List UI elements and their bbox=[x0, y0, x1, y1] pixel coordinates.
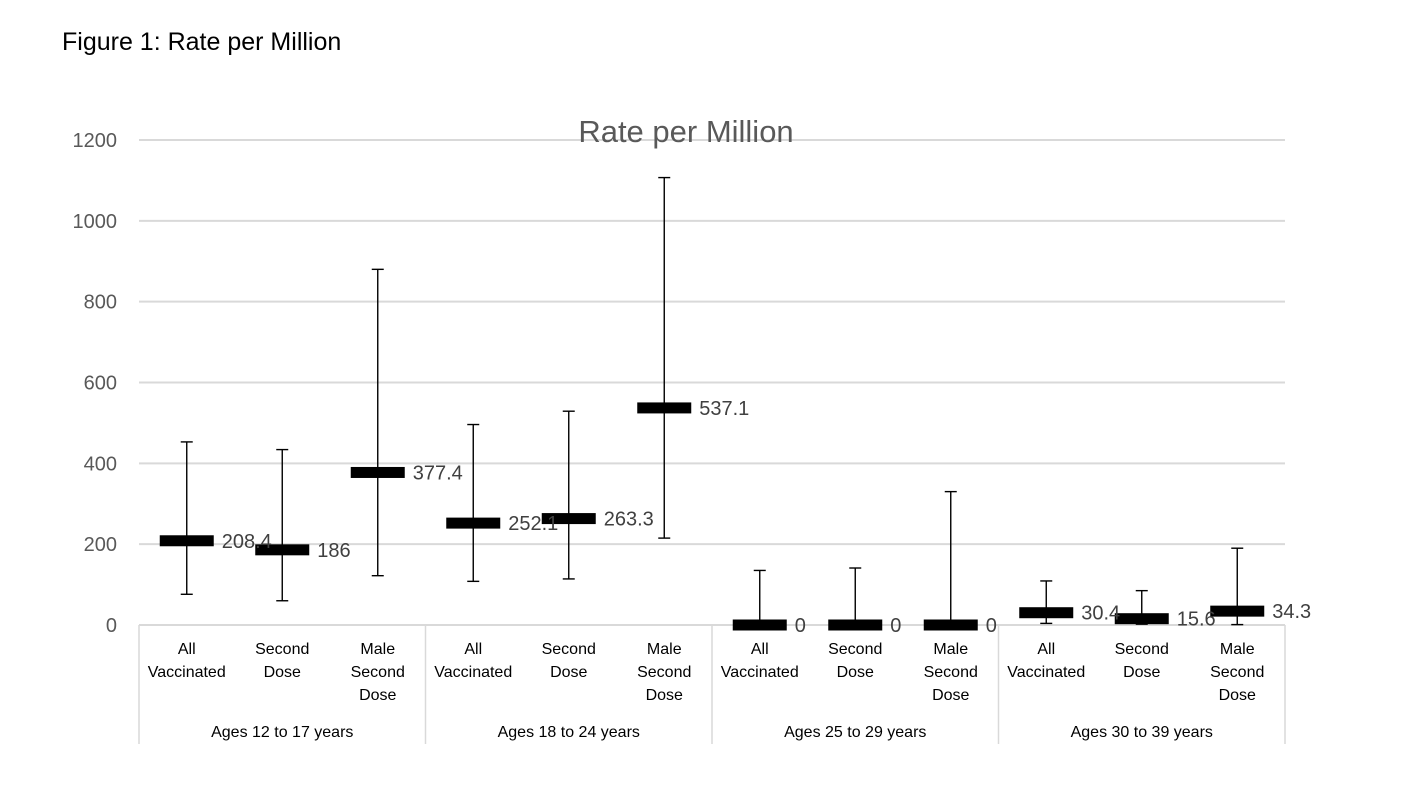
y-tick-label: 1200 bbox=[73, 130, 118, 152]
data-label: 263.3 bbox=[604, 509, 654, 531]
category-label: Second Dose bbox=[1115, 641, 1169, 681]
data-marker bbox=[350, 466, 405, 478]
group-label: Ages 30 to 39 years bbox=[1071, 724, 1213, 741]
y-tick-label: 600 bbox=[84, 373, 117, 395]
data-label: 34.3 bbox=[1272, 601, 1311, 623]
category-label: Second Dose bbox=[542, 641, 596, 681]
group-labels: Ages 12 to 17 years Ages 18 to 24 years Ag… bbox=[211, 724, 1213, 741]
data-marker bbox=[159, 535, 214, 547]
data-label: 377.4 bbox=[413, 462, 463, 484]
data-label: 15.6 bbox=[1177, 609, 1216, 631]
category-label: Male Second Dose bbox=[351, 641, 405, 704]
data-marker bbox=[1114, 613, 1169, 625]
data-label: 0 bbox=[986, 615, 997, 637]
category-labels: All Vaccinated Second Dose Male Second Dose All… bbox=[148, 641, 1265, 704]
y-tick-label: 800 bbox=[84, 292, 117, 314]
data-marker bbox=[255, 544, 310, 556]
data-label: 30.4 bbox=[1081, 603, 1120, 625]
data-label: 186 bbox=[317, 540, 350, 562]
data-label: 0 bbox=[795, 615, 806, 637]
data-marker bbox=[446, 517, 501, 529]
data-marker bbox=[1210, 605, 1265, 617]
chart-title: Rate per Million bbox=[578, 114, 793, 149]
data-label: 537.1 bbox=[699, 398, 749, 420]
y-tick-label: 1000 bbox=[73, 211, 118, 233]
group-label: Ages 12 to 17 years bbox=[211, 724, 353, 741]
category-axis bbox=[138, 625, 1286, 744]
data-labels: 208.4 186 377.4 252.1 263.3 537.1 0 0 0 30.4 15.6 3… bbox=[222, 398, 1311, 637]
gridlines bbox=[139, 139, 1285, 626]
data-label: 0 bbox=[890, 615, 901, 637]
data-marker bbox=[637, 402, 692, 414]
data-label: 208.4 bbox=[222, 531, 272, 553]
group-label: Ages 18 to 24 years bbox=[498, 724, 640, 741]
category-label: All Vaccinated bbox=[148, 641, 226, 681]
category-label: All Vaccinated bbox=[721, 641, 799, 681]
data-label: 252.1 bbox=[508, 513, 558, 535]
category-label: Second Dose bbox=[255, 641, 309, 681]
data-marker bbox=[923, 619, 978, 631]
data-marker bbox=[828, 619, 883, 631]
category-label: Second Dose bbox=[828, 641, 882, 681]
y-tick-label: 400 bbox=[84, 453, 117, 475]
data-marker bbox=[732, 619, 787, 631]
data-marker bbox=[1019, 607, 1074, 619]
group-label: Ages 25 to 29 years bbox=[784, 724, 926, 741]
y-axis: 0 200 400 600 800 1000 1200 bbox=[73, 130, 118, 637]
y-tick-label: 0 bbox=[106, 615, 117, 637]
y-tick-label: 200 bbox=[84, 534, 117, 556]
category-label: All Vaccinated bbox=[1007, 641, 1085, 681]
category-label: All Vaccinated bbox=[434, 641, 512, 681]
data-marker bbox=[541, 513, 596, 525]
data-markers bbox=[159, 402, 1265, 631]
figure-caption: Figure 1: Rate per Million bbox=[62, 28, 342, 56]
category-label: Male Second Dose bbox=[637, 641, 691, 704]
category-label: Male Second Dose bbox=[924, 641, 978, 704]
category-label: Male Second Dose bbox=[1210, 641, 1264, 704]
